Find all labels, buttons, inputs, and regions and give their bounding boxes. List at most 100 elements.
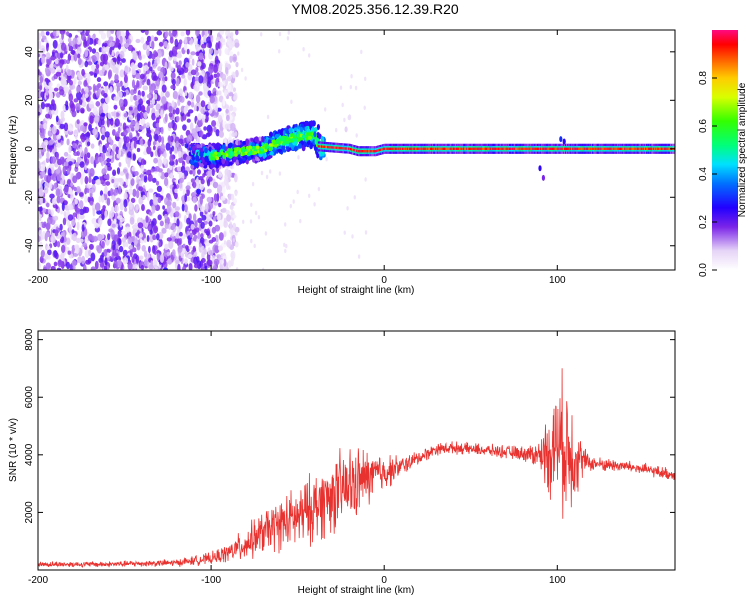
spectrogram-cell xyxy=(583,147,586,150)
spectrogram-cell xyxy=(276,140,280,144)
spectrogram-cell xyxy=(206,179,211,187)
spectrogram-cell xyxy=(434,147,436,150)
spectrogram-cell xyxy=(441,147,444,150)
spectrogram-cell xyxy=(326,145,328,149)
spectrogram-cell xyxy=(117,229,123,238)
spectrogram-cell xyxy=(235,69,239,78)
spectrogram-cell xyxy=(293,146,298,152)
snr-series-line xyxy=(38,368,675,568)
spectrogram-cell xyxy=(310,142,313,149)
spectrogram-cell xyxy=(88,91,92,96)
spectrogram-cell xyxy=(86,152,91,159)
spectrogram-cell xyxy=(488,147,490,150)
spectrogram-cell xyxy=(445,147,448,150)
spectrogram-cell xyxy=(365,150,368,153)
spectrogram-cell xyxy=(164,61,168,70)
spectrogram-cell xyxy=(77,30,83,33)
spectrogram-cell xyxy=(166,200,172,207)
spectrogram-cell xyxy=(319,145,322,148)
spectrogram-cell xyxy=(137,222,144,229)
spectrogram-x-tick-label: 100 xyxy=(549,275,566,286)
colorbar-tick-label: 0.2 xyxy=(698,215,709,229)
spectrogram-cell xyxy=(133,85,138,91)
spectrogram-cell xyxy=(38,32,41,41)
spectrogram-cell xyxy=(469,147,472,150)
spectrogram-cell xyxy=(100,194,105,203)
spectrogram-cell xyxy=(151,53,156,60)
spectrogram-cell xyxy=(85,132,91,137)
spectrogram-cell xyxy=(125,226,131,233)
spectrogram-cell xyxy=(203,161,208,166)
spectrogram-cell xyxy=(423,147,426,150)
spectrogram-cell xyxy=(199,210,204,217)
spectrogram-cell xyxy=(227,32,231,38)
spectrogram-cell xyxy=(481,147,484,150)
spectrogram-cell xyxy=(43,221,47,227)
spectrogram-cell xyxy=(210,35,214,43)
spectrogram-cell xyxy=(514,147,516,150)
spectrogram-cell xyxy=(351,148,353,151)
spectrogram-cell xyxy=(425,147,428,150)
spectrogram-cell xyxy=(74,198,79,205)
spectrogram-cell xyxy=(586,147,589,150)
spectrogram-cell xyxy=(589,147,592,150)
spectrogram-cell xyxy=(92,207,96,217)
spectrogram-cell xyxy=(101,127,105,135)
spectrogram-cell xyxy=(89,200,94,206)
spectrogram-cell xyxy=(60,76,67,86)
spectrogram-cell xyxy=(599,147,602,150)
spectrogram-cell xyxy=(50,156,57,164)
spectrogram-cell xyxy=(174,188,179,194)
spectrogram-cell xyxy=(493,147,496,150)
spectrogram-cell xyxy=(264,145,269,150)
spectrogram-cell xyxy=(146,191,150,201)
spectrogram-cell xyxy=(199,195,203,205)
spectrogram-cell xyxy=(122,257,129,265)
spectrogram-cell xyxy=(110,188,114,196)
spectrogram-cell xyxy=(178,138,184,145)
spectrogram-cell xyxy=(343,230,346,235)
spectrogram-cell xyxy=(551,147,554,150)
spectrogram-cell xyxy=(628,147,631,150)
spectrogram-cell xyxy=(193,213,197,223)
spectrogram-cell xyxy=(248,145,253,150)
spectrogram-cell xyxy=(72,232,77,242)
spectrogram-cell xyxy=(84,164,87,171)
spectrogram-cell xyxy=(609,147,612,150)
spectrogram-cell xyxy=(184,204,188,213)
spectrogram-cell xyxy=(47,129,53,137)
spectrogram-cell xyxy=(447,147,450,150)
spectrogram-cell xyxy=(446,147,449,150)
spectrogram-cell xyxy=(214,224,221,232)
spectrogram-cell xyxy=(157,214,162,221)
spectrogram-cell xyxy=(654,147,657,150)
spectrogram-cell xyxy=(477,147,480,150)
spectrogram-cell xyxy=(89,104,95,109)
spectrogram-cell xyxy=(582,147,585,150)
spectrogram-cell xyxy=(224,123,231,130)
spectrogram-cell xyxy=(302,47,305,52)
spectrogram-cell xyxy=(642,147,645,150)
spectrogram-cell xyxy=(515,147,517,150)
spectrogram-cell xyxy=(48,81,53,87)
spectrogram-cell xyxy=(188,238,192,246)
spectrogram-cell xyxy=(169,154,174,163)
spectrogram-cell xyxy=(596,147,598,150)
spectrogram-cell xyxy=(299,126,304,133)
spectrogram-frame xyxy=(37,29,676,271)
spectrogram-cell xyxy=(339,85,343,90)
spectrogram-cell xyxy=(111,195,116,201)
spectrogram-cell xyxy=(198,91,203,96)
spectrogram-cell xyxy=(222,155,226,159)
spectrogram-cell xyxy=(268,154,273,159)
spectrogram-cell xyxy=(492,147,495,150)
spectrogram-cell xyxy=(284,222,287,227)
spectrogram-x-ticks: -200 -100 0 100 xyxy=(28,30,566,286)
spectrogram-cell xyxy=(164,113,168,123)
spectrogram-cell xyxy=(113,104,118,110)
spectrogram-cell xyxy=(225,108,229,114)
spectrogram-cell xyxy=(226,114,230,121)
spectrogram-cell xyxy=(76,37,82,45)
spectrogram-cell xyxy=(142,85,149,91)
spectrogram-cell xyxy=(349,84,352,90)
